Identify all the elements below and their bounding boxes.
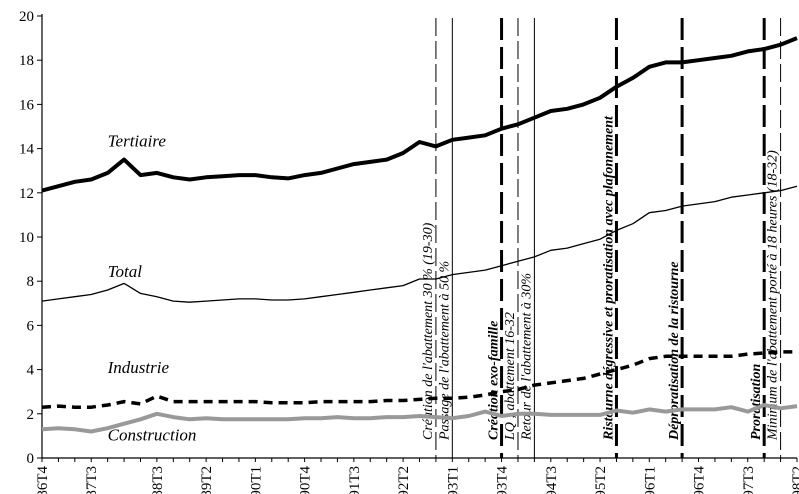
y-tick-label: 12 bbox=[19, 186, 34, 202]
x-tick-label: 1990T4 bbox=[298, 466, 314, 494]
x-tick-label: 1988T3 bbox=[150, 466, 166, 494]
x-tick-label: 1994T3 bbox=[544, 466, 560, 494]
series-label-industrie: Industrie bbox=[107, 358, 170, 377]
series-label-total: Total bbox=[108, 262, 143, 281]
annotation-label: Création de l'abattement 30 % (19-30) bbox=[421, 222, 436, 440]
x-tick-label: 1987T3 bbox=[84, 466, 100, 494]
y-tick-label: 6 bbox=[27, 318, 35, 334]
annotations: Création de l'abattement 30 % (19-30) Pas… bbox=[421, 18, 782, 458]
series-line-total bbox=[41, 185, 798, 303]
y-tick-label: 4 bbox=[27, 363, 35, 379]
y-tick-label: 2 bbox=[27, 407, 35, 423]
x-tick-label: 1998T2 bbox=[790, 466, 799, 494]
annotation-label: Déproratisation de la ristourne bbox=[667, 261, 682, 441]
x-tick-label: 1993T4 bbox=[495, 466, 511, 494]
annotation-label: Proratisation bbox=[749, 364, 764, 440]
x-tick-label: 1997T3 bbox=[741, 466, 757, 494]
x-tick-label: 1996T1 bbox=[642, 466, 658, 494]
x-tick-label: 1986T4 bbox=[35, 466, 51, 494]
x-tick-label: 1991T3 bbox=[347, 466, 363, 494]
y-tick-label: 0 bbox=[27, 451, 35, 467]
x-tick-label: 1989T2 bbox=[199, 466, 215, 494]
series-line-industrie bbox=[41, 350, 797, 409]
x-tick-label: 1990T1 bbox=[248, 466, 264, 494]
x-tick-label: 1995T2 bbox=[593, 466, 609, 494]
x-axis-ticks: 1986T4 1987T3 1988T3 1989T2 1990T1 1990T4 1991… bbox=[35, 458, 799, 494]
series-line-tertiaire bbox=[41, 36, 798, 193]
annotation-label: Retour de l'abattement à 30% bbox=[519, 273, 534, 441]
series-lines bbox=[41, 36, 798, 434]
y-tick-label: 16 bbox=[19, 97, 35, 113]
y-tick-label: 14 bbox=[19, 142, 35, 158]
x-tick-label: 1992T2 bbox=[396, 466, 412, 494]
series-label-construction: Construction bbox=[108, 425, 197, 444]
y-tick-label: 20 bbox=[19, 9, 34, 25]
series-label-tertiaire: Tertiaire bbox=[108, 131, 167, 150]
y-tick-label: 18 bbox=[19, 53, 34, 69]
axes bbox=[41, 14, 797, 459]
y-tick-label: 10 bbox=[19, 230, 34, 246]
annotation-label: Ristourne dégressive et proratisation av… bbox=[601, 115, 616, 441]
y-axis-ticks: 0 2 4 6 8 10 12 14 16 18 20 bbox=[19, 9, 42, 467]
annotation-label: LQ ; abattement 16-32 bbox=[503, 312, 518, 441]
y-tick-label: 8 bbox=[27, 274, 35, 290]
annotation-label: Création exo-famille bbox=[487, 321, 502, 440]
annotation-label: Passage de l'abattement à 50 % bbox=[437, 261, 452, 441]
x-tick-label: 1996T4 bbox=[692, 466, 708, 494]
series-labels: Tertiaire Total Industrie Construction bbox=[107, 131, 197, 444]
x-tick-label: 1993T1 bbox=[445, 466, 461, 494]
annotation-label: Minimum de l'abattement porté à 18 heure… bbox=[766, 150, 781, 441]
series-line-construction bbox=[41, 403, 798, 434]
